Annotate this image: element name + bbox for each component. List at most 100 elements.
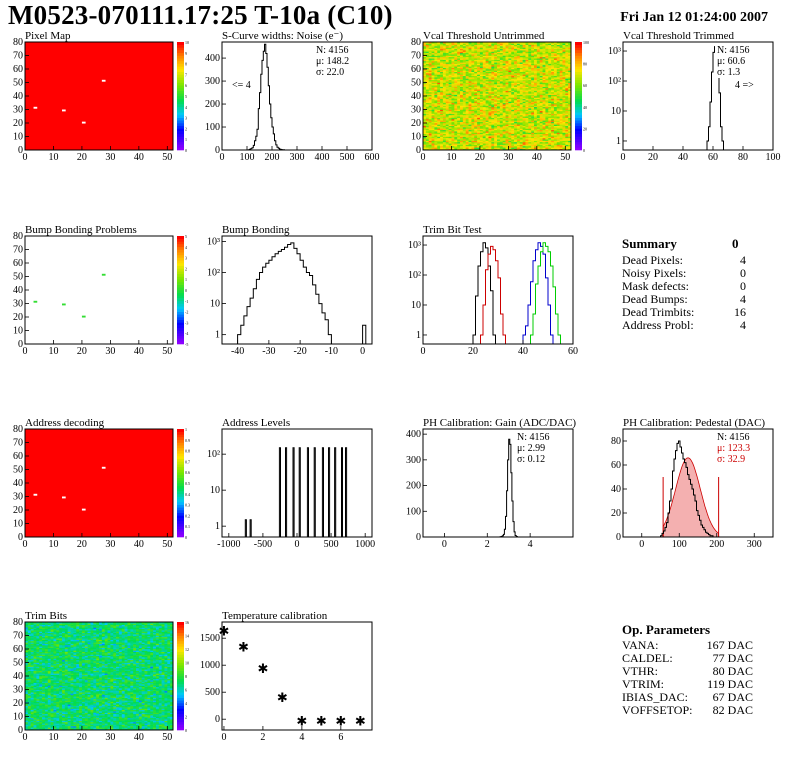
heatmap-cell [462,67,466,70]
heatmap-cell [491,108,495,110]
y-tick-label: 30 [13,105,23,116]
y-tick-label: 70 [13,51,23,62]
heatmap-cell [457,44,461,47]
heatmap-cell [559,133,563,136]
heatmap-cell [118,728,123,731]
heatmap-cell [562,46,566,48]
heatmap-cell [479,125,484,128]
palette-tick-label: 2 [185,126,187,131]
heatmap-cell [556,59,560,62]
heatmap-cell [121,723,125,725]
heatmap-cell [70,727,74,729]
heatmap-cell [539,55,543,58]
heatmap-cell [508,139,512,141]
heatmap-cell [534,82,538,85]
heatmap-cell [508,127,512,129]
heatmap-cell [505,110,509,113]
heatmap-cell [474,102,478,105]
heatmap-cell [425,93,429,95]
heatmap-cell [565,137,569,140]
x-tick-label: 40 [134,539,144,550]
heatmap-cell [491,90,495,93]
heatmap-cell [451,50,455,52]
heatmap-cell [485,50,489,52]
x-tick-label: -20 [293,346,306,357]
heatmap-cell [565,67,569,70]
heatmap-cell [423,86,427,89]
heatmap-cell [511,139,515,141]
heatmap-cell [428,123,432,125]
heatmap-cell [27,721,31,724]
heatmap-cell [516,74,521,77]
heatmap-cell [428,139,432,141]
heatmap-cell [468,94,472,97]
heatmap-cell [499,62,503,64]
heatmap-cell [528,98,532,101]
heatmap-cell [568,54,572,56]
heatmap-cell [511,96,515,98]
heatmap-cell [124,728,128,731]
heatmap-cell [434,110,438,113]
heatmap-cell [423,58,427,60]
heatmap-cell [451,135,455,137]
heatmap-cell [445,143,449,145]
heatmap-cell [519,109,523,112]
heatmap-cell [494,131,498,133]
heatmap-cell [553,123,558,125]
heatmap-cell [522,56,526,59]
heatmap-cell [440,93,444,95]
heatmap-cell [499,116,503,118]
y-tick-label: 10 [13,519,23,530]
heatmap-cell [425,52,429,55]
heatmap-cell [25,723,29,725]
heatmap-cell [494,135,498,137]
heatmap-cell [437,123,441,125]
heatmap-cell [536,48,540,51]
heatmap-cell [553,44,558,47]
heatmap-cell [499,127,503,129]
heatmap-cell [508,46,512,48]
heatmap-cell [468,81,472,83]
heatmap-cell [431,43,435,45]
palette-band [177,450,184,454]
heatmap-cell [428,91,432,94]
heatmap-cell [536,137,540,140]
heatmap-cell [534,67,538,70]
heatmap-cell [516,141,521,144]
heatmap-cell [562,123,566,125]
heatmap-cell [471,91,475,94]
heatmap-cell [491,78,495,81]
heatmap-cell [565,73,569,75]
heatmap-cell [542,44,546,47]
heatmap-cell [502,105,506,108]
heatmap-cell [431,116,435,118]
heatmap-cell [505,86,509,89]
heatmap-cell [514,55,518,58]
heatmap-cell [505,71,509,74]
heatmap-cell [499,42,503,44]
heatmap-cell [502,79,506,82]
address-level-spike [244,519,247,537]
heatmap-cell [494,105,498,108]
heatmap-cell [445,96,449,98]
heatmap-cell [565,89,569,91]
heatmap-cell [525,66,529,68]
heatmap-cell [539,132,543,135]
heatmap-cell [508,87,512,90]
heatmap-cell [511,118,515,121]
heatmap-cell [539,101,543,104]
heatmap-cell [536,106,540,109]
heatmap-cell [568,106,572,109]
palette-band [177,483,184,486]
heatmap-cell [451,133,455,136]
heatmap-cell [423,118,427,121]
heatmap-cell [425,108,429,110]
heatmap-cell [514,67,518,70]
heatmap-cell [536,123,540,125]
heatmap-cell [479,109,484,112]
heatmap-cell [488,54,492,56]
heatmap-cell [471,71,475,74]
heatmap-cell [479,51,484,54]
heatmap-cell [499,50,503,52]
heatmap-cell [479,140,484,143]
